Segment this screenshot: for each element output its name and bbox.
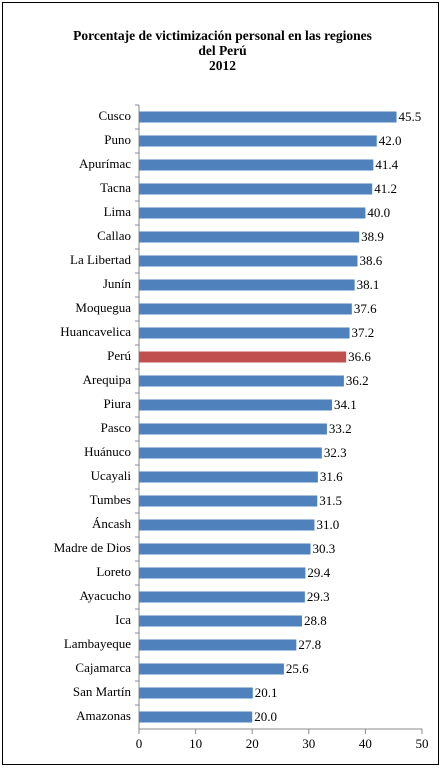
- bar: [139, 615, 303, 627]
- bar: [139, 207, 366, 219]
- value-label: 36.6: [348, 349, 371, 364]
- value-label: 30.3: [312, 541, 335, 556]
- x-tick-label: 40: [359, 736, 372, 751]
- y-tick-label: Ayacucho: [79, 588, 131, 603]
- y-tick-label: Cusco: [99, 108, 132, 123]
- value-label: 40.0: [367, 205, 390, 220]
- y-tick-label: Perú: [107, 348, 131, 363]
- x-tick-label: 10: [189, 736, 202, 751]
- chart-subtitle: 2012: [209, 58, 236, 73]
- value-label: 31.0: [316, 517, 339, 532]
- value-label: 38.6: [359, 253, 382, 268]
- y-tick-label: San Martín: [73, 684, 132, 699]
- value-label: 37.6: [354, 301, 377, 316]
- y-tick-label: Apurímac: [79, 156, 131, 171]
- bar: [139, 519, 315, 531]
- bar: [139, 399, 333, 411]
- bar: [139, 711, 253, 723]
- y-tick-label: Cajamarca: [75, 660, 131, 675]
- x-tick-label: 30: [302, 736, 315, 751]
- y-tick-label: Pasco: [101, 420, 131, 435]
- y-tick-label: Piura: [104, 396, 132, 411]
- value-label: 38.1: [357, 277, 380, 292]
- y-tick-label: Ucayali: [91, 468, 132, 483]
- value-label: 20.1: [255, 685, 278, 700]
- value-label: 45.5: [399, 109, 422, 124]
- x-tick-label: 20: [246, 736, 259, 751]
- bar: [139, 255, 358, 267]
- bar: [139, 351, 347, 363]
- y-tick-label: Junín: [103, 276, 132, 291]
- value-label: 29.4: [307, 565, 330, 580]
- y-tick-label: Arequipa: [83, 372, 132, 387]
- y-tick-label: Moquegua: [75, 300, 131, 315]
- value-label: 42.0: [379, 133, 402, 148]
- y-tick-label: Madre de Dios: [54, 540, 131, 555]
- bar: [139, 231, 360, 243]
- bar: [139, 663, 284, 675]
- value-label: 41.4: [375, 157, 398, 172]
- value-label: 28.8: [304, 613, 327, 628]
- y-tick-label: Ica: [115, 612, 131, 627]
- y-tick-label: Áncash: [92, 516, 131, 531]
- value-label: 41.2: [374, 181, 397, 196]
- y-tick-label: Puno: [104, 132, 131, 147]
- bar: [139, 111, 397, 123]
- y-tick-label: La Libertad: [70, 252, 131, 267]
- value-label: 31.5: [319, 493, 342, 508]
- value-label: 20.0: [254, 709, 277, 724]
- bar: [139, 183, 373, 195]
- bar: [139, 687, 253, 699]
- y-tick-label: Huancavelica: [60, 324, 131, 339]
- value-label: 37.2: [352, 325, 375, 340]
- y-tick-label: Lima: [104, 204, 132, 219]
- value-label: 25.6: [286, 661, 309, 676]
- value-label: 27.8: [298, 637, 321, 652]
- y-tick-label: Tumbes: [90, 492, 131, 507]
- bar: [139, 303, 352, 315]
- bar: [139, 567, 306, 579]
- bar: [139, 639, 297, 651]
- frame: [2, 2, 439, 765]
- value-label: 36.2: [346, 373, 369, 388]
- y-tick-label: Amazonas: [76, 708, 131, 723]
- bar: [139, 279, 355, 291]
- chart-title: Porcentaje de victimización personal en …: [73, 28, 372, 58]
- bar: [139, 495, 318, 507]
- y-tick-label: Tacna: [100, 180, 131, 195]
- value-label: 32.3: [324, 445, 347, 460]
- y-tick-label: Callao: [97, 228, 131, 243]
- bar: [139, 375, 344, 387]
- value-label: 29.3: [307, 589, 330, 604]
- value-label: 31.6: [320, 469, 343, 484]
- bar: [139, 543, 311, 555]
- y-tick-label: Huánuco: [84, 444, 131, 459]
- x-tick-label: 0: [136, 736, 143, 751]
- bar: [139, 471, 318, 483]
- value-label: 38.9: [361, 229, 384, 244]
- bar: [139, 447, 322, 459]
- bar: [139, 327, 350, 339]
- bar: [139, 423, 327, 435]
- bar: [139, 159, 374, 171]
- value-label: 33.2: [329, 421, 352, 436]
- x-tick-label: 50: [416, 736, 429, 751]
- value-label: 34.1: [334, 397, 357, 412]
- y-tick-label: Lambayeque: [64, 636, 131, 651]
- y-tick-label: Loreto: [96, 564, 131, 579]
- bar: [139, 135, 377, 147]
- bar: [139, 591, 305, 603]
